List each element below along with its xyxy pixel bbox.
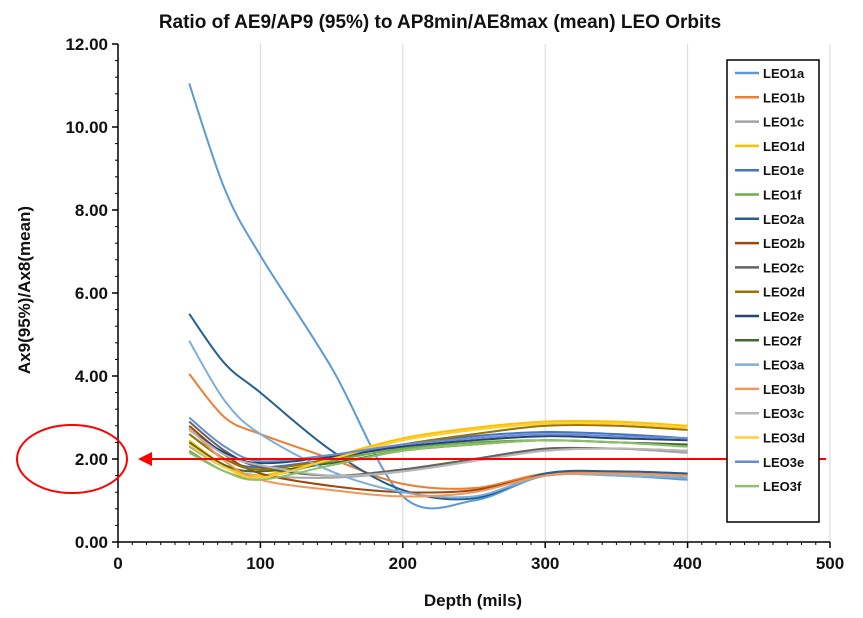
legend-entry-label: LEO3e xyxy=(763,455,804,470)
y-tick-label: 0.00 xyxy=(75,533,108,552)
red-highlight-circle xyxy=(16,424,128,494)
legend-entry-label: LEO1d xyxy=(763,139,805,154)
legend-entry-label: LEO3b xyxy=(763,382,805,397)
legend-entry-label: LEO2c xyxy=(763,260,804,275)
legend-entry-label: LEO2e xyxy=(763,309,804,324)
series-line-leo3b xyxy=(188,427,688,498)
x-axis-title: Depth (mils) xyxy=(424,591,522,610)
series-line-leo2a xyxy=(188,313,688,501)
series-line-leo3a xyxy=(188,340,688,499)
y-tick-label: 10.00 xyxy=(65,118,108,137)
series-line-leo3d xyxy=(188,422,688,479)
legend-entry-label: LEO1c xyxy=(763,115,804,130)
legend-entry-label: LEO1b xyxy=(763,90,805,105)
legend-entry-label: LEO1f xyxy=(763,188,802,203)
chart-title: Ratio of AE9/AP9 (95%) to AP8min/AE8max … xyxy=(159,12,721,33)
x-tick-label: 300 xyxy=(531,554,559,573)
legend-entry-label: LEO2a xyxy=(763,212,805,227)
series-line-leo3f xyxy=(188,439,688,481)
y-axis-title: Ax9(95%)/Ax8(mean) xyxy=(15,206,34,374)
legend-entry-label: LEO3a xyxy=(763,358,805,373)
legend-entry-label: LEO3d xyxy=(763,431,805,446)
legend-entry-label: LEO1a xyxy=(763,66,805,81)
series-line-leo3c xyxy=(188,429,688,477)
x-tick-label: 100 xyxy=(246,554,274,573)
legend-entry-label: LEO1e xyxy=(763,163,804,178)
legend: LEO1a LEO1b LEO1c LEO1d LEO1e LEO1f LEO2a LEO2b… xyxy=(726,59,820,523)
series-line-leo1d xyxy=(188,419,688,477)
legend-entry-label: LEO2d xyxy=(763,285,805,300)
x-tick-label: 200 xyxy=(389,554,417,573)
x-tick-label: 0 xyxy=(113,554,122,573)
annotations xyxy=(16,424,826,494)
y-tick-label: 12.00 xyxy=(65,35,108,54)
legend-entry-label: LEO2f xyxy=(763,333,802,348)
x-tick-label: 500 xyxy=(816,554,844,573)
y-tick-label: 8.00 xyxy=(75,201,108,220)
red-arrowhead xyxy=(138,452,152,466)
axes: 0.00 2.00 4.00 6.00 8.00 10.00 12.00 0 100 200 300… xyxy=(65,35,844,573)
y-tick-label: 4.00 xyxy=(75,367,108,386)
legend-entry-label: LEO2b xyxy=(763,236,805,251)
legend-entry-label: LEO3f xyxy=(763,479,802,494)
y-tick-label: 2.00 xyxy=(75,450,108,469)
x-tick-label: 400 xyxy=(673,554,701,573)
series-line-leo3e xyxy=(188,416,688,463)
y-tick-label: 6.00 xyxy=(75,284,108,303)
legend-entry-label: LEO3c xyxy=(763,406,804,421)
